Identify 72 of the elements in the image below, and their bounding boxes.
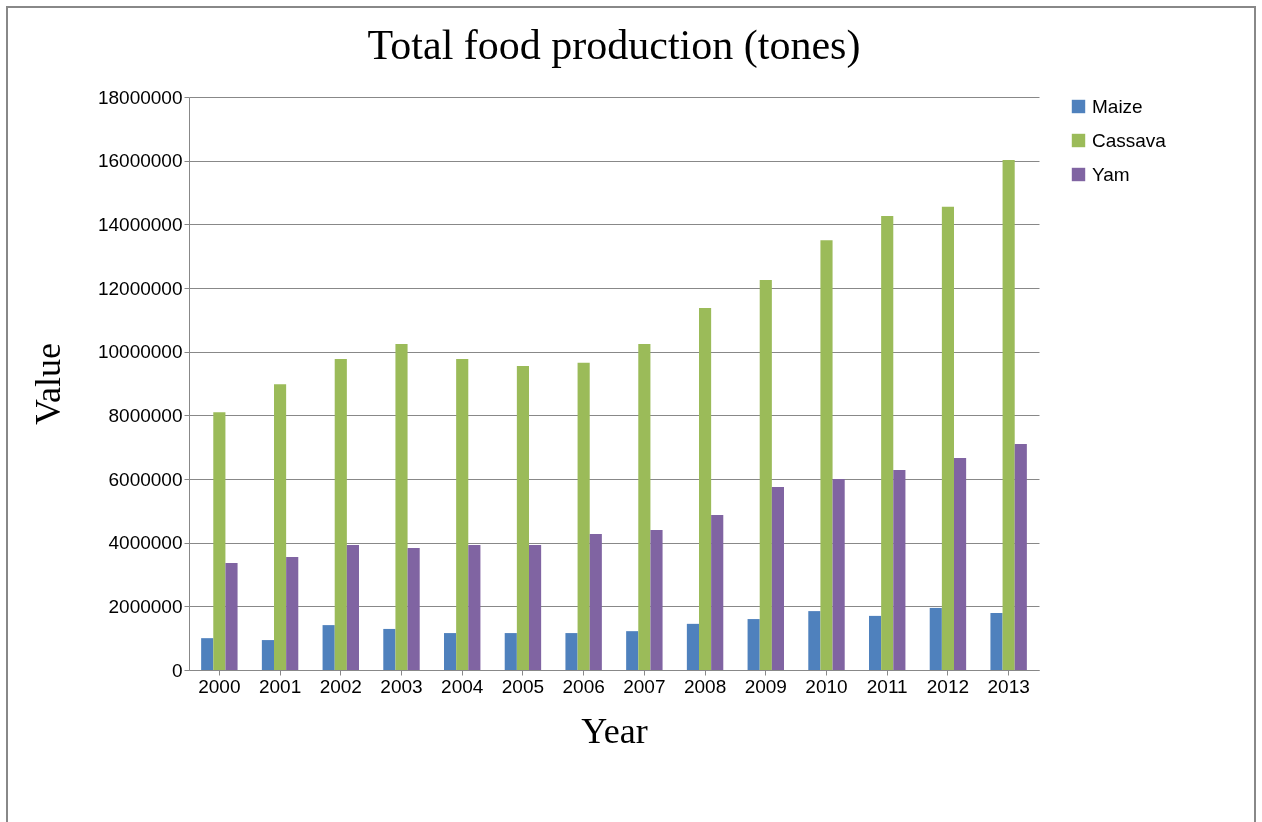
bar	[893, 470, 906, 670]
bar	[346, 544, 359, 670]
y-tick-label: 4000000	[108, 532, 183, 554]
bar	[565, 633, 578, 670]
x-tick-label: 2003	[380, 675, 423, 697]
bar	[832, 479, 845, 670]
y-tick-label: 6000000	[108, 468, 183, 490]
x-tick-label: 2001	[258, 675, 302, 697]
x-tick-label: 2009	[744, 675, 787, 697]
x-tick-label: 2004	[441, 675, 484, 697]
y-tick-label: 8000000	[108, 404, 183, 426]
bar	[638, 344, 651, 670]
bar	[711, 514, 724, 670]
x-tick-label: 2013	[987, 675, 1030, 697]
bar	[759, 280, 772, 670]
x-tick-label: 2008	[683, 675, 727, 697]
bar	[274, 384, 287, 670]
y-tick-label: 2000000	[108, 595, 183, 617]
bar	[395, 344, 408, 670]
x-tick-label: 2012	[926, 675, 970, 697]
bar	[941, 206, 954, 670]
bar	[626, 631, 639, 670]
bar	[286, 556, 299, 670]
x-axis-title: Year	[581, 710, 648, 751]
y-tick-label: 0	[171, 659, 183, 681]
bar	[747, 619, 760, 670]
bar	[225, 563, 238, 670]
legend-label: Cassava	[1092, 129, 1167, 151]
y-tick-label: 14000000	[97, 213, 183, 235]
bar	[699, 308, 712, 670]
bar	[1002, 160, 1015, 670]
bar	[650, 529, 663, 670]
bar	[322, 625, 335, 670]
x-tick-label: 2006	[562, 675, 605, 697]
bar	[929, 607, 942, 670]
bar	[869, 615, 882, 670]
y-axis-title: Value	[27, 343, 68, 425]
x-tick-label: 2011	[866, 675, 908, 697]
chart-title: Total food production (tones)	[367, 22, 861, 69]
x-tick-label: 2000	[198, 675, 241, 697]
x-tick-label: 2005	[501, 675, 545, 697]
legend-label: Maize	[1092, 95, 1143, 117]
bar	[444, 633, 457, 670]
bar	[516, 365, 529, 670]
bar	[990, 613, 1003, 670]
bar	[820, 240, 833, 670]
bar	[504, 633, 517, 670]
bar	[686, 623, 699, 670]
bar	[407, 548, 420, 670]
y-tick-label: 10000000	[97, 341, 183, 363]
bar	[468, 544, 481, 670]
bar	[577, 362, 590, 670]
bar	[383, 628, 396, 670]
x-tick-label: 2007	[623, 675, 666, 697]
bar	[456, 358, 469, 670]
bar	[201, 638, 214, 670]
bar	[334, 358, 347, 670]
x-tick-label: 2002	[319, 675, 362, 697]
bar	[213, 412, 226, 670]
bar	[589, 534, 602, 670]
bar	[529, 544, 542, 670]
y-tick-label: 12000000	[97, 277, 183, 299]
y-tick-label: 18000000	[97, 86, 183, 108]
bar	[261, 640, 274, 670]
bar	[808, 611, 821, 670]
bar	[954, 457, 967, 670]
bar	[881, 216, 894, 670]
bar	[1014, 443, 1027, 670]
x-tick-label: 2010	[805, 675, 848, 697]
bar	[771, 486, 784, 670]
legend-label: Yam	[1092, 163, 1130, 185]
y-tick-label: 16000000	[97, 150, 183, 172]
